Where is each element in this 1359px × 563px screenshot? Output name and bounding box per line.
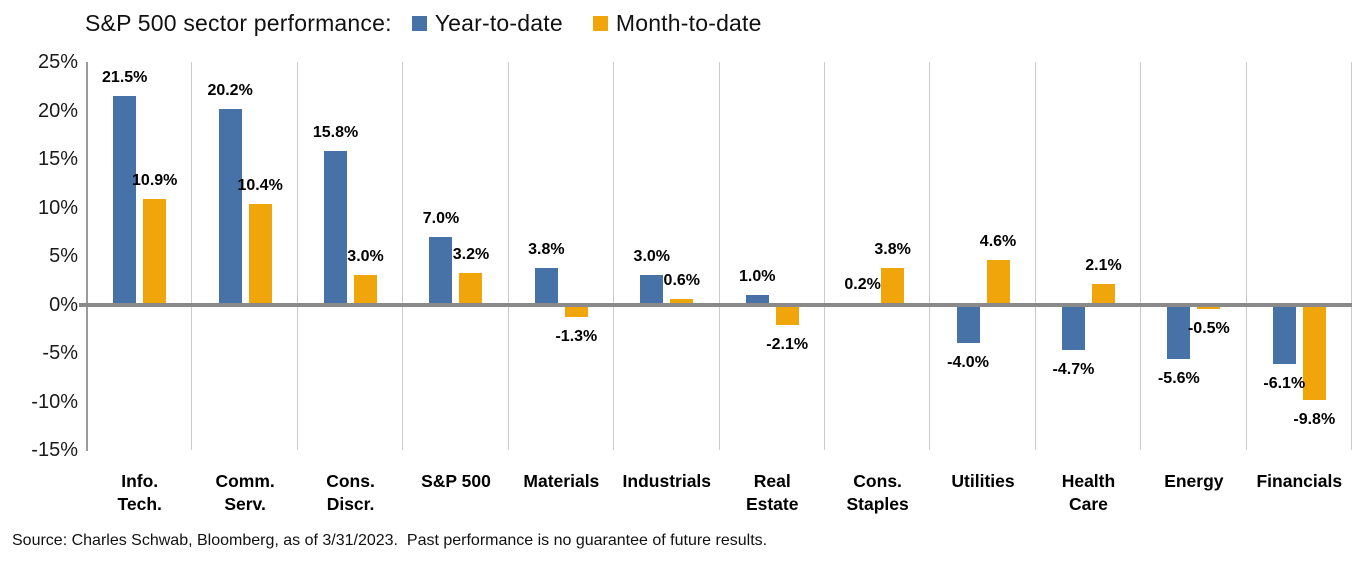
ytd-bar (1272, 304, 1296, 364)
ytd-bar (113, 95, 137, 305)
y-tick-label: 20% (37, 99, 78, 122)
bar-value-label: 2.1% (1085, 257, 1122, 275)
bar-value-label: -5.6% (1157, 369, 1200, 387)
y-tick-label: -5% (42, 342, 78, 364)
bar-value-label: 0.2% (844, 275, 881, 293)
x-axis-labels: Info. Tech. Comm. Serv. Cons. Discr. S&P 50… (87, 470, 1352, 526)
bar-value-label: 3.8% (874, 240, 911, 258)
y-tick-label: -15% (31, 439, 78, 461)
gridline (719, 62, 720, 450)
ytd-bar (745, 294, 769, 305)
ytd-bar (640, 275, 664, 305)
category-label: Energy (1164, 471, 1224, 491)
gridline (824, 62, 825, 450)
y-tick-label: 15% (37, 148, 78, 170)
mtd-bar (459, 273, 483, 305)
mtd-bar (670, 298, 694, 305)
bar-value-label: 7.0% (422, 209, 460, 227)
bar-value-label: 3.0% (347, 248, 384, 266)
bar-value-label: -1.3% (555, 328, 598, 346)
chart-header: S&P 500 sector performance: Year-to-date… (85, 8, 762, 38)
legend-item-year-to-date: Year-to-date (411, 9, 563, 37)
mtd-bar (564, 304, 588, 318)
bar-value-label: 10.4% (237, 176, 283, 194)
mtd-bar (1197, 304, 1221, 310)
legend: Year-to-date Month-to-date (411, 9, 762, 37)
category-label: S&P 500 (421, 471, 491, 491)
bar-value-label: 15.8% (312, 124, 359, 142)
category-label: Financials (1256, 471, 1343, 491)
bar-value-label: -4.0% (947, 354, 989, 372)
gridline (929, 62, 930, 450)
ytd-bar (429, 236, 453, 305)
legend-item-month-to-date: Month-to-date (592, 9, 762, 37)
y-axis: 25% 20% 15% 10% 5% 0% -5% -10% -15% (0, 51, 78, 461)
gridline (297, 62, 298, 450)
bar-value-label: 1.0% (738, 267, 776, 285)
bar-value-label: -4.7% (1052, 361, 1095, 379)
bar-value-label: 3.2% (452, 246, 490, 264)
ytd-bar (534, 267, 558, 305)
category-label: Materials (523, 471, 600, 491)
ytd-bar (1167, 304, 1191, 359)
category-label: Utilities (951, 471, 1015, 491)
mtd-bar (248, 203, 272, 305)
bar-value-label: 3.8% (528, 240, 565, 258)
mtd-bar (143, 198, 167, 305)
ytd-bar (1061, 304, 1085, 351)
category-label: Health Care (1061, 471, 1116, 514)
bar-value-label: 3.0% (633, 248, 671, 266)
mtd-bar (1091, 284, 1115, 305)
y-tick-label: 5% (49, 245, 78, 267)
category-label: Cons. Discr. (326, 471, 375, 514)
y-tick-label: 25% (37, 51, 78, 73)
category-label: Info. Tech. (117, 471, 162, 514)
y-tick-label: 10% (37, 196, 78, 219)
bar-value-label: 21.5% (102, 68, 148, 86)
ytd-legend-swatch-icon (411, 15, 427, 31)
bar-value-label: 20.2% (207, 81, 253, 99)
gridline (1035, 62, 1036, 450)
mtd-bar (986, 259, 1010, 305)
gridline (1246, 62, 1247, 450)
ytd-bar (218, 108, 242, 305)
ytd-legend-label: Year-to-date (434, 9, 563, 36)
bar-value-label: 0.6% (663, 271, 701, 289)
mtd-bar (1302, 304, 1326, 400)
category-label: Cons. Staples (846, 471, 909, 514)
gridline (191, 62, 192, 450)
gridline (1140, 62, 1141, 450)
category-label: Industrials (622, 471, 712, 491)
bar-value-label: -0.5% (1187, 320, 1230, 338)
bar-value-label: -9.8% (1293, 410, 1336, 428)
zero-line (79, 302, 1352, 307)
bar-value-label: -2.1% (766, 335, 809, 353)
gridline (613, 62, 614, 450)
gridline (1351, 62, 1352, 450)
ytd-bar (324, 151, 348, 305)
chart-title: S&P 500 sector performance: (85, 9, 392, 36)
bar-value-label: -6.1% (1263, 374, 1306, 392)
mtd-bar (354, 275, 378, 305)
y-tick-label: 0% (49, 293, 78, 316)
gridline (402, 62, 403, 450)
mtd-bar (881, 267, 905, 305)
mtd-legend-label: Month-to-date (615, 9, 762, 36)
bar-value-label: 4.6% (979, 232, 1017, 250)
category-label: Real Estate (745, 471, 799, 514)
category-label: Comm. Serv. (215, 471, 275, 514)
bar-value-label: 10.9% (132, 171, 178, 189)
plot-area: 21.5% 20.2% 15.8% 7.0% 3.8% 3.0% 1.0% 0.2% -4.0%… (79, 62, 1352, 450)
mtd-bar (775, 304, 799, 325)
mtd-legend-swatch-icon (592, 15, 608, 31)
y-axis-line (86, 62, 88, 451)
source-note: Source: Charles Schwab, Bloomberg, as of… (12, 532, 768, 549)
ytd-bar (956, 304, 980, 344)
y-tick-label: -10% (31, 390, 78, 413)
gridline (508, 62, 509, 450)
